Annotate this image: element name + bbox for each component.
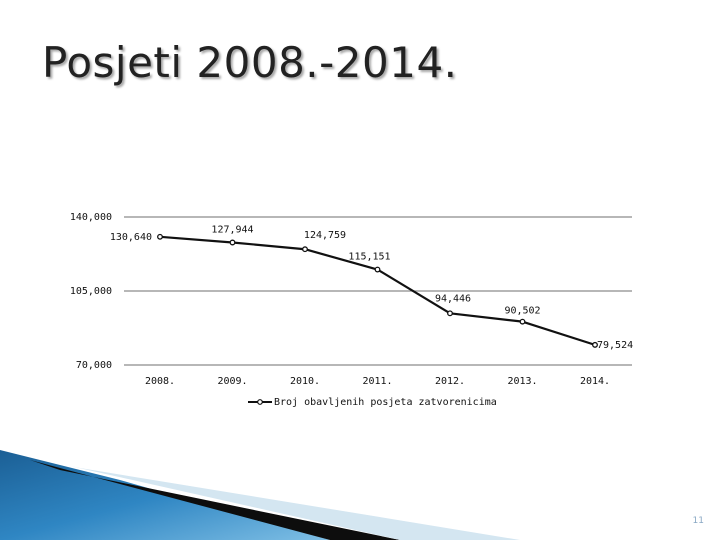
data-label: 130,640 — [110, 232, 152, 243]
x-axis-ticks: 2008. 2009. 2010. 2011. 2012. 2013. 2014. — [145, 376, 610, 387]
x-tick-label: 2012. — [435, 376, 465, 387]
series-broj-posjeta — [157, 233, 598, 348]
x-tick-label: 2014. — [580, 376, 610, 387]
data-label: 124,759 — [304, 230, 346, 241]
data-point — [157, 233, 163, 240]
x-tick-label: 2013. — [507, 376, 537, 387]
x-tick-label: 2009. — [217, 376, 247, 387]
data-point — [302, 246, 308, 253]
data-point — [374, 266, 381, 273]
y-tick-label: 105,000 — [70, 286, 112, 297]
data-point — [592, 341, 598, 348]
page-number: 11 — [692, 516, 704, 526]
grid-lines — [124, 216, 632, 366]
data-label: 90,502 — [504, 306, 540, 317]
legend-marker — [257, 399, 263, 405]
y-tick-label: 140,000 — [70, 212, 112, 223]
x-tick-label: 2011. — [362, 376, 392, 387]
y-axis-ticks: 140,000 105,000 70,000 — [70, 212, 112, 371]
legend: Broj obavljenih posjeta zatvorenicima — [248, 397, 497, 408]
y-tick-label: 70,000 — [76, 360, 112, 371]
x-tick-label: 2008. — [145, 376, 175, 387]
x-tick-label: 2010. — [290, 376, 320, 387]
data-label: 115,151 — [348, 252, 390, 263]
decorative-swoosh — [0, 450, 520, 540]
legend-label: Broj obavljenih posjeta zatvorenicima — [274, 397, 497, 408]
data-point — [229, 239, 236, 246]
data-label: 94,446 — [435, 293, 471, 304]
slide-title: Posjeti 2008.-2014. — [42, 38, 458, 87]
data-label: 127,944 — [211, 224, 253, 235]
data-point — [447, 310, 453, 317]
data-label: 79,524 — [597, 340, 633, 351]
data-point — [519, 318, 526, 325]
